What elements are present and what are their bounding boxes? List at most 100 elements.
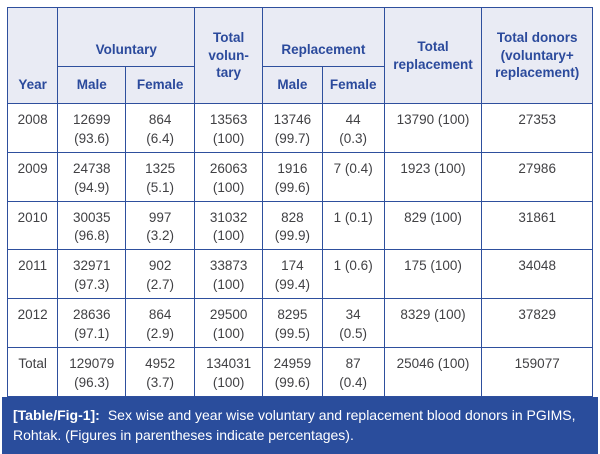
cell-line: 174 (281, 258, 304, 274)
total-replacement-line: Total (417, 38, 449, 54)
header-row-sub: Male Female Male Female (8, 66, 593, 104)
table-row: 2010 30035 (96.8) 997 (3.2) 31032 (100) 828 (99.… (6, 200, 593, 251)
cell-line: 13790 (100) (396, 112, 470, 127)
table-row: Total 129079 (96.3) 4952 (3.7) 134031 (100) 249… (6, 346, 593, 397)
cell-line: 37829 (518, 307, 556, 323)
cell-line: (99.7) (274, 130, 310, 146)
data-cell: 44 (0.3) (321, 103, 385, 153)
data-cell: 175 (100) (383, 249, 483, 300)
cell-line: 8329 (100) (400, 307, 466, 323)
data-cell: 1923 (100) (383, 151, 483, 202)
cell-line: 1 (0.6) (333, 258, 373, 274)
figure-caption: [Table/Fig-1]: Sex wise and year wise vol… (2, 396, 598, 454)
cell-line: (100) (212, 179, 245, 195)
cell-line: 33873 (209, 258, 248, 274)
col-header-voluntary-male: Male (57, 66, 127, 104)
cell-line: (100) (212, 277, 245, 293)
data-cell: 13790 (100) (383, 103, 483, 153)
total-voluntary-line: Total (212, 30, 245, 46)
data-cell: 1325 (5.1) (125, 151, 196, 202)
cell-line: 26063 (209, 160, 248, 176)
cell-line: 34 (345, 307, 361, 323)
cell-line: (2.7) (146, 277, 175, 293)
data-cell: 4952 (3.7) (125, 346, 196, 397)
cell-line: 175 (100) (404, 258, 462, 274)
total-replacement-line: replacement (393, 56, 473, 72)
col-group-replacement: Replacement (262, 7, 385, 67)
total-donors-line: (voluntary+ (500, 47, 574, 63)
caption-text: Sex wise and year wise voluntary and rep… (13, 406, 576, 443)
cell-line: 8295 (277, 307, 308, 323)
cell-line: 1923 (100) (400, 160, 466, 176)
data-cell: 30035 (96.8) (57, 200, 127, 251)
cell-line: (5.1) (146, 179, 175, 195)
cell-line: (3.2) (146, 228, 175, 244)
data-cell: 864 (2.9) (125, 298, 196, 348)
col-group-voluntary: Voluntary (57, 7, 196, 67)
data-cell: 1 (0.6) (321, 249, 385, 300)
data-cell: 27986 (481, 151, 593, 202)
donor-table-wrap: Year Voluntary Total volun- tary Replace… (6, 7, 593, 397)
data-cell: 174 (99.4) (262, 249, 323, 300)
cell-line: 29500 (209, 307, 248, 323)
data-cell: 1 (0.1) (321, 200, 385, 251)
data-cell: 31861 (481, 200, 593, 251)
cell-line: (99.6) (274, 179, 310, 195)
cell-line: (100) (212, 326, 245, 342)
cell-line: 25046 (100) (396, 355, 470, 371)
cell-line: 1 (0.1) (333, 209, 373, 225)
cell-line: 27986 (518, 160, 556, 176)
data-cell: 13563 (100) (194, 103, 264, 153)
year-cell: 2008 (6, 103, 59, 153)
data-cell: 24959 (99.6) (262, 346, 323, 397)
data-cell: 829 (100) (383, 200, 483, 251)
total-voluntary-line: volun- (208, 47, 249, 63)
cell-line: 87 (345, 355, 361, 371)
data-cell: 8329 (100) (383, 298, 483, 348)
table-row: 2009 24738 (94.9) 1325 (5.1) 26063 (100) 1916 (9… (6, 151, 593, 202)
cell-line: (99.6) (274, 374, 310, 390)
table-row: 2011 32971 (97.3) 902 (2.7) 33873 (100) 174 (99.… (6, 249, 593, 300)
data-cell: 34048 (481, 249, 593, 300)
cell-line: 828 (281, 209, 304, 225)
data-cell: 129079 (96.3) (57, 346, 127, 397)
cell-line: 13746 (273, 112, 312, 127)
cell-line: 13563 (209, 112, 248, 127)
col-header-total-replacement: Total replacement (383, 7, 483, 104)
data-cell: 8295 (99.5) (262, 298, 323, 348)
cell-line: (100) (212, 130, 245, 146)
table-body: 2008 12699 (93.6) 864 (6.4) 13563 (100) 13746 (9… (6, 103, 593, 397)
cell-line: (99.9) (274, 228, 310, 244)
cell-line: 864 (148, 307, 172, 323)
data-cell: 32971 (97.3) (57, 249, 127, 300)
cell-line: 44 (345, 112, 361, 127)
data-cell: 28636 (97.1) (57, 298, 127, 348)
cell-line: (99.4) (274, 277, 310, 293)
cell-line: (0.3) (339, 130, 368, 146)
data-cell: 29500 (100) (194, 298, 264, 348)
cell-line: (93.6) (74, 130, 110, 146)
data-cell: 902 (2.7) (125, 249, 196, 300)
cell-line: 7 (0.4) (333, 160, 373, 176)
data-cell: 159077 (481, 346, 593, 397)
data-cell: 134031 (100) (194, 346, 264, 397)
cell-line: 34048 (518, 258, 556, 274)
col-header-voluntary-female: Female (125, 66, 196, 104)
cell-line: 829 (100) (404, 209, 462, 225)
donor-table: Year Voluntary Total volun- tary Replace… (6, 7, 593, 397)
cell-line: (100) (212, 374, 245, 390)
cell-line: 12699 (72, 112, 111, 127)
data-cell: 25046 (100) (383, 346, 483, 397)
caption-label: [Table/Fig-1]: (13, 406, 100, 423)
col-header-year: Year (6, 7, 59, 104)
data-cell: 997 (3.2) (125, 200, 196, 251)
cell-line: (96.8) (74, 228, 110, 244)
data-cell: 33873 (100) (194, 249, 264, 300)
cell-line: 864 (148, 112, 172, 127)
cell-line: (3.7) (146, 374, 175, 390)
cell-line: 27353 (518, 112, 556, 127)
year-cell: 2009 (6, 151, 59, 202)
data-cell: 7 (0.4) (321, 151, 385, 202)
cell-line: 1325 (145, 160, 176, 176)
